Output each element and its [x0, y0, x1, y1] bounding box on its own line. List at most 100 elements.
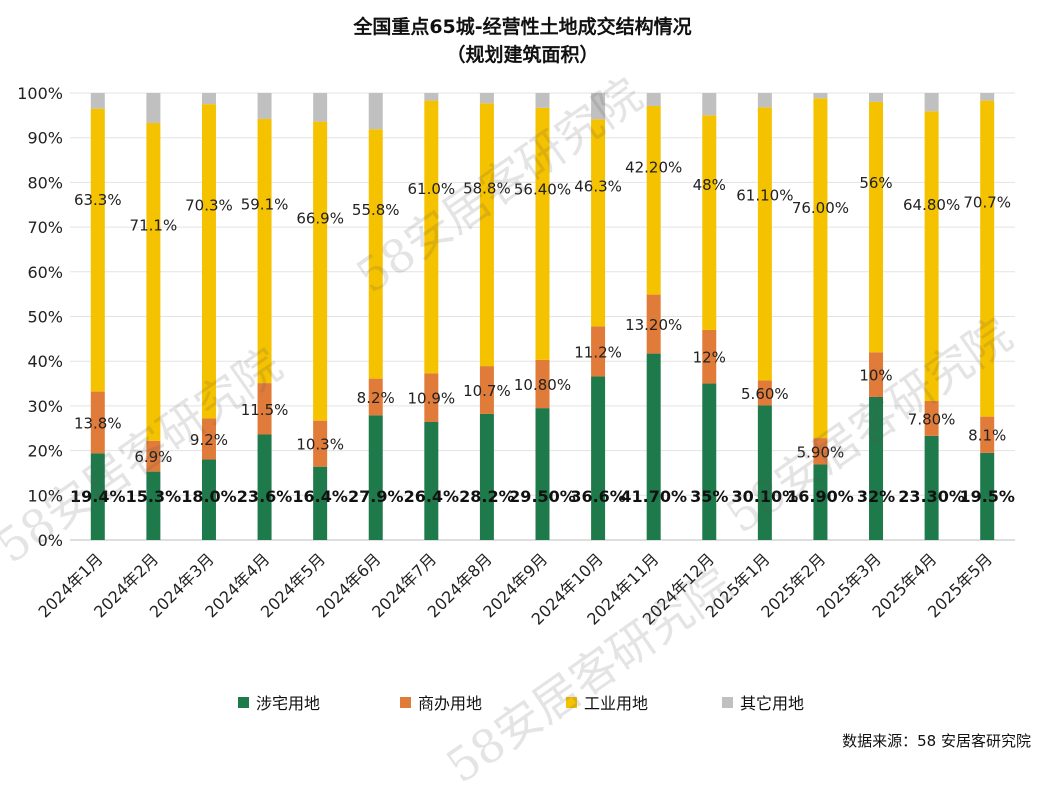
chart-title: 全国重点65城-经营性土地成交结构情况: [353, 16, 692, 38]
data-label-residential: 41.70%: [620, 487, 687, 506]
stacked-bar-chart: 0% 10% 20% 30% 40% 50% 60% 70% 80% 90% 100% 19.4% 13…: [17, 84, 1015, 629]
legend-label-residential: 涉宅用地: [256, 694, 321, 713]
bar-segment-residential: [257, 434, 272, 540]
data-label-commercial: 6.9%: [134, 448, 172, 466]
bar-segment-residential: [201, 459, 216, 540]
bar-segment-industrial: [146, 122, 161, 441]
data-label-industrial: 66.9%: [296, 209, 344, 227]
y-tick-label: 10%: [27, 486, 63, 505]
data-label-industrial: 70.3%: [185, 197, 233, 215]
bar-segment-commercial: [368, 378, 383, 416]
data-label-commercial: 12%: [693, 349, 726, 367]
bar-segment-industrial: [313, 121, 328, 421]
bar-segment-commercial: [146, 440, 161, 472]
bar-segment-other: [146, 93, 161, 123]
data-label-commercial: 10.80%: [514, 376, 571, 394]
bar-segment-other: [201, 93, 216, 105]
bar-segment-other: [702, 93, 717, 116]
legend-label-other: 其它用地: [740, 694, 805, 713]
data-label-residential: 30.10%: [732, 487, 799, 506]
y-tick-label: 30%: [27, 397, 63, 416]
data-label-commercial: 13.20%: [625, 316, 682, 334]
bar-segment-commercial: [257, 383, 272, 435]
bar-segment-other: [813, 93, 828, 99]
bar-segment-residential: [924, 435, 939, 540]
data-label-residential: 19.5%: [959, 487, 1015, 506]
bar-segment-other: [591, 93, 606, 120]
data-source-note: 数据来源：58 安居客研究院: [842, 732, 1031, 750]
legend-item-commercial: 商办用地: [400, 690, 482, 714]
data-label-industrial: 55.8%: [352, 201, 400, 219]
data-label-commercial: 11.5%: [241, 401, 289, 419]
data-label-residential: 19.4%: [70, 487, 126, 506]
data-label-commercial: 10.7%: [463, 382, 511, 400]
bar-segment-residential: [646, 353, 661, 540]
data-label-residential: 27.9%: [348, 487, 404, 506]
bar-segment-residential: [479, 413, 494, 540]
data-label-residential: 32%: [857, 487, 895, 506]
data-label-residential: 18.0%: [181, 487, 237, 506]
data-label-industrial: 59.1%: [241, 195, 289, 213]
bar-segment-industrial: [813, 98, 828, 439]
y-tick-label: 80%: [27, 173, 63, 192]
bar-segment-residential: [869, 396, 884, 540]
bar-segment-other: [535, 93, 550, 108]
data-label-residential: 16.90%: [787, 487, 854, 506]
bar-segment-other: [424, 93, 439, 101]
y-tick-label: 20%: [27, 442, 63, 461]
data-label-residential: 36.6%: [570, 487, 626, 506]
bar-segment-residential: [535, 408, 550, 540]
y-tick-label: 40%: [27, 352, 63, 371]
bar-segment-industrial: [201, 104, 216, 419]
bar-segment-commercial: [813, 438, 828, 465]
data-label-commercial: 7.80%: [908, 410, 956, 428]
data-label-commercial: 5.90%: [797, 443, 845, 461]
data-label-industrial: 42.20%: [625, 158, 682, 176]
data-label-commercial: 8.1%: [968, 427, 1006, 445]
data-label-commercial: 10.9%: [407, 390, 455, 408]
data-label-industrial: 71.1%: [130, 217, 178, 235]
bar-segment-residential: [90, 453, 105, 540]
bar-segment-residential: [813, 464, 828, 540]
bar-segment-residential: [591, 376, 606, 540]
bar-segment-commercial: [702, 329, 717, 384]
bar-segment-commercial: [479, 366, 494, 414]
bar-segment-industrial: [591, 119, 606, 327]
data-label-industrial: 56%: [859, 174, 892, 192]
data-label-residential: 15.3%: [126, 487, 182, 506]
bar-segment-industrial: [924, 111, 939, 401]
data-label-commercial: 5.60%: [741, 385, 789, 403]
bar-segment-industrial: [869, 101, 884, 353]
bar-segment-commercial: [424, 373, 439, 422]
bar-segment-commercial: [201, 418, 216, 460]
bar-segment-commercial: [869, 352, 884, 397]
bar-segment-residential: [368, 415, 383, 540]
data-label-residential: 23.6%: [237, 487, 293, 506]
data-label-commercial: 10.3%: [296, 436, 344, 454]
bar-segment-other: [368, 93, 383, 130]
y-tick-label: 90%: [27, 129, 63, 148]
data-label-residential: 35%: [690, 487, 728, 506]
data-label-industrial: 56.40%: [514, 180, 571, 198]
data-label-commercial: 9.2%: [190, 431, 228, 449]
bar-segment-commercial: [90, 391, 105, 454]
bar-segment-industrial: [535, 107, 550, 360]
data-label-industrial: 46.3%: [574, 178, 622, 196]
legend-item-residential: 涉宅用地: [238, 690, 320, 714]
data-label-industrial: 76.00%: [792, 199, 849, 217]
bar-segment-commercial: [313, 420, 328, 467]
bar-segment-commercial: [646, 294, 661, 354]
bar-segment-industrial: [479, 103, 494, 367]
legend-swatch-other: [722, 696, 733, 708]
data-label-commercial: 13.8%: [74, 414, 122, 432]
bar-segment-industrial: [257, 118, 272, 384]
data-label-industrial: 63.3%: [74, 191, 122, 209]
data-label-industrial: 61.10%: [736, 187, 793, 205]
bar-segment-industrial: [702, 115, 717, 330]
bar-segment-industrial: [646, 105, 661, 295]
data-label-industrial: 48%: [693, 176, 726, 194]
legend-item-industrial: 工业用地: [566, 690, 648, 714]
bar-segment-other: [924, 93, 939, 112]
bar-segment-commercial: [535, 359, 550, 409]
bar-segment-commercial: [980, 416, 995, 453]
